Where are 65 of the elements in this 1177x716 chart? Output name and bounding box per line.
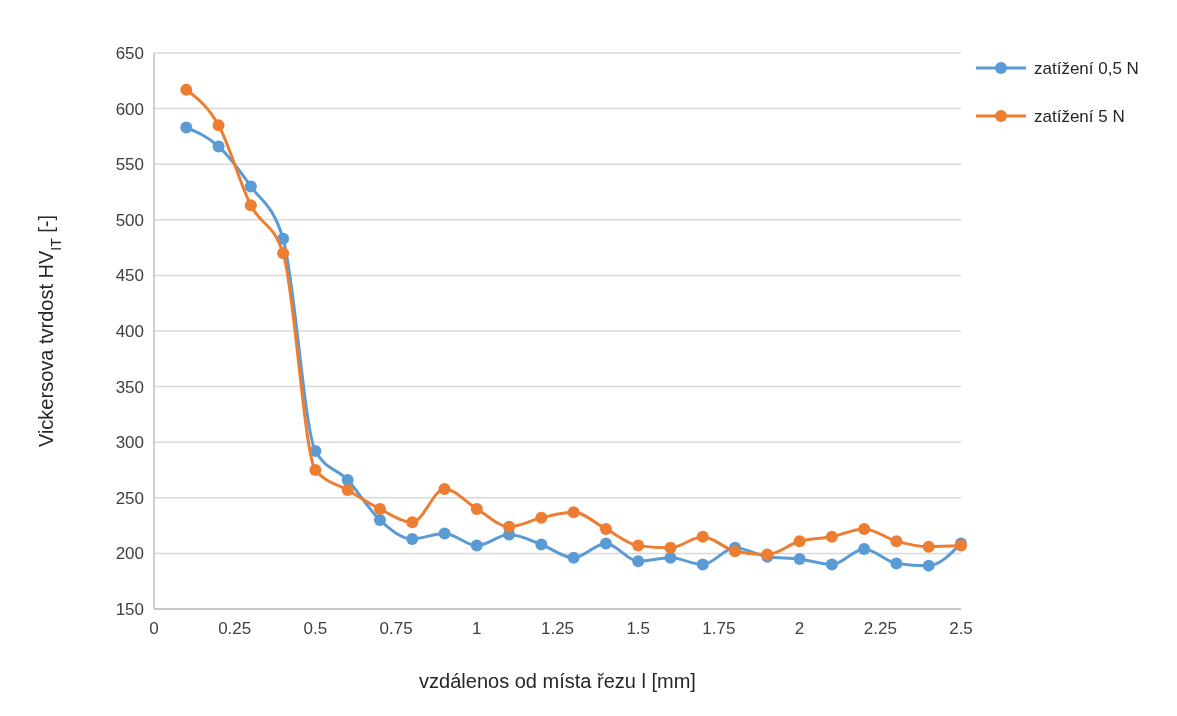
x-tick-label: 2.5 xyxy=(949,619,973,638)
point xyxy=(825,558,838,571)
point xyxy=(567,551,580,564)
point xyxy=(470,539,483,552)
point xyxy=(341,484,354,497)
x-tick-label: 1 xyxy=(472,619,482,638)
y-tick-label: 400 xyxy=(115,321,144,341)
y-tick-label: 550 xyxy=(115,155,144,175)
y-tick-label: 450 xyxy=(115,266,144,286)
point xyxy=(632,539,645,552)
point xyxy=(373,502,386,515)
y-tick-label: 250 xyxy=(115,488,144,508)
x-axis-title: vzdálenos od místa řezu l [mm] xyxy=(419,670,696,692)
point xyxy=(664,541,677,554)
x-tick-label: 0 xyxy=(149,619,159,638)
point xyxy=(470,502,483,515)
x-tick-label: 1.5 xyxy=(626,619,651,638)
point xyxy=(825,530,838,543)
point xyxy=(180,83,193,96)
point xyxy=(793,552,806,565)
x-tick-label: 0.25 xyxy=(218,619,252,638)
point xyxy=(599,522,612,535)
legend-label: zatížení 5 N xyxy=(1034,106,1125,126)
point xyxy=(599,537,612,550)
point xyxy=(696,530,709,543)
y-tick-label: 150 xyxy=(115,599,144,619)
y-tick-label: 500 xyxy=(115,210,144,230)
y-tick-label: 300 xyxy=(115,433,144,453)
point xyxy=(309,464,322,476)
x-tick-label: 0.5 xyxy=(303,619,328,638)
x-tick-label: 2.25 xyxy=(863,619,897,638)
point xyxy=(373,514,386,527)
point xyxy=(922,540,935,553)
point xyxy=(793,535,806,548)
point xyxy=(406,532,419,545)
x-tick-label: 0.75 xyxy=(379,619,413,638)
x-tick-label: 2 xyxy=(794,619,805,638)
point xyxy=(922,559,935,572)
point xyxy=(212,119,225,132)
point xyxy=(277,247,290,260)
y-tick-label: 200 xyxy=(115,544,144,564)
point xyxy=(567,506,580,519)
point xyxy=(180,121,193,134)
point xyxy=(696,558,709,571)
point xyxy=(503,520,516,533)
point xyxy=(729,545,742,558)
x-tick-label: 1.75 xyxy=(702,619,736,638)
y-tick-label: 350 xyxy=(115,377,144,397)
point xyxy=(438,527,451,540)
point xyxy=(890,535,903,548)
point xyxy=(244,199,257,212)
point xyxy=(890,557,903,570)
point xyxy=(632,555,645,568)
y-tick-label: 600 xyxy=(115,99,144,119)
point xyxy=(535,538,548,551)
x-tick-label: 1.25 xyxy=(540,619,575,638)
point xyxy=(406,516,419,529)
point xyxy=(858,542,871,555)
y-tick-label: 650 xyxy=(115,43,144,63)
point xyxy=(244,180,257,193)
legend-label: zatížení 0,5 N xyxy=(1034,58,1139,78)
point xyxy=(212,140,225,153)
point xyxy=(535,511,548,524)
point xyxy=(438,482,451,495)
point xyxy=(858,522,871,535)
